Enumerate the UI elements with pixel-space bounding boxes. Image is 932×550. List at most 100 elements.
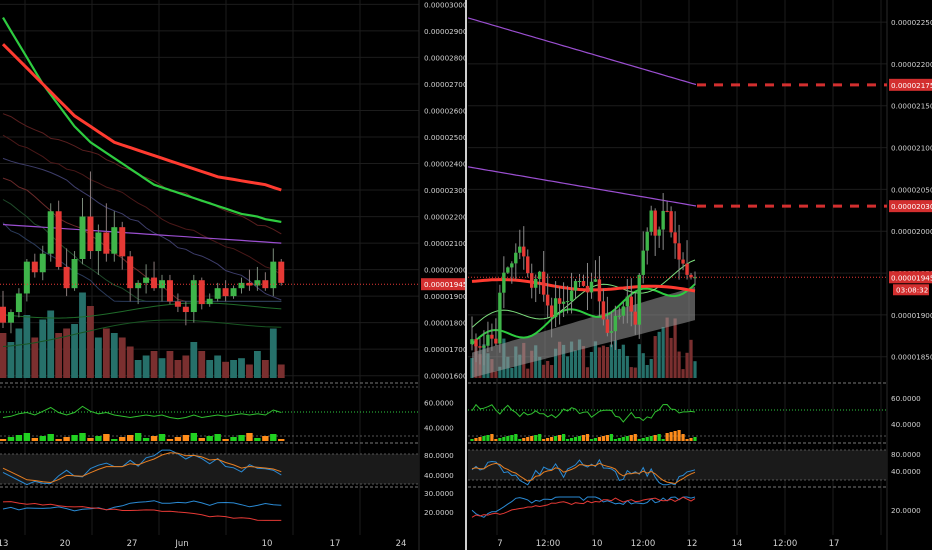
x-tick-label: 10: [592, 539, 603, 549]
stoch-band: [0, 454, 419, 484]
volume-bar: [470, 358, 474, 378]
histogram-bar: [470, 439, 474, 441]
histogram-bar: [546, 438, 550, 441]
volume-bar: [222, 361, 229, 378]
histogram-bar: [510, 435, 514, 441]
volume-bar: [15, 328, 23, 378]
y-tick-label: 0.00002050: [891, 185, 932, 194]
histogram-bar: [669, 432, 673, 441]
candle-body: [190, 280, 197, 313]
level-tag: [889, 200, 932, 213]
histogram-bar: [534, 435, 538, 441]
x-tick-label: 12:00: [773, 539, 798, 549]
volume-bar: [498, 366, 502, 378]
candle-body: [166, 280, 173, 302]
candle-body: [55, 211, 62, 267]
volume-bar: [214, 355, 222, 378]
volume-bar: [653, 336, 657, 378]
histogram-bar: [569, 438, 574, 441]
candle-body: [677, 243, 681, 260]
x-tick-label: Jun: [174, 539, 188, 549]
volume-bar: [0, 333, 7, 378]
left-chart-panel[interactable]: 0.00003000 0.00002900 0.00002800 0.00002700…: [0, 0, 468, 550]
y-tick-label: 0.00002150: [891, 102, 932, 111]
candle-body: [673, 232, 677, 244]
y-tick-label: 0.00002000: [424, 266, 468, 275]
candle-body: [111, 227, 118, 254]
volume-bar: [246, 364, 253, 378]
histogram-bar: [565, 439, 570, 441]
histogram-bar: [158, 434, 166, 441]
ema-purple-upper-line: [467, 17, 697, 86]
candle-body: [681, 259, 685, 264]
histogram-bar: [542, 439, 546, 441]
volume-bar: [190, 342, 198, 378]
candle-body: [581, 281, 586, 286]
candle-body: [23, 261, 30, 294]
volume-bar: [277, 364, 285, 378]
histogram-bar: [474, 438, 478, 441]
volume-bar: [230, 360, 237, 378]
x-tick-label: 13: [0, 539, 8, 549]
candle-body: [182, 306, 189, 313]
volume-bar: [581, 346, 586, 378]
candle-body: [661, 210, 665, 230]
candle-body: [557, 298, 562, 304]
dmi-plus-line: [471, 496, 696, 518]
histogram-bar: [526, 437, 530, 441]
dmi-minus-line: [471, 496, 696, 518]
level-tag-label: 0.00002175: [891, 81, 932, 90]
histogram-bar: [478, 437, 482, 441]
moving-average-faint: [2, 134, 282, 276]
right-chart-panel[interactable]: 0.00002250 0.00002200 0.00002150 0.00002100…: [467, 0, 932, 550]
y-tick-label: 0.00002500: [424, 133, 468, 142]
histogram-bar: [71, 435, 78, 441]
candle-body: [526, 256, 530, 274]
histogram-bar: [665, 433, 669, 441]
moving-average-faint: [2, 157, 282, 301]
y-tick-label: 0.00002250: [891, 18, 932, 27]
histogram-bar: [0, 439, 7, 441]
candle-body: [47, 211, 54, 254]
candle-body: [498, 292, 502, 344]
histogram-bar: [230, 437, 237, 441]
histogram-bar: [63, 437, 70, 441]
candle-body: [270, 261, 277, 289]
histogram-bar: [134, 433, 142, 441]
stoch-tick-label: 40.0000: [424, 471, 454, 480]
volume-bar: [518, 354, 522, 378]
candle-body: [87, 216, 94, 252]
stoch-d-line: [471, 462, 696, 485]
x-tick-label: 27: [127, 539, 138, 549]
countdown-label: 03:08:32: [896, 285, 928, 294]
histogram-bar: [645, 437, 649, 441]
y-tick-label: 0.00002100: [424, 239, 468, 248]
volume-bar: [198, 351, 206, 378]
histogram-bar: [621, 437, 625, 441]
volume-bar: [142, 355, 150, 378]
candle-body: [510, 263, 514, 268]
volume-bar: [87, 306, 94, 378]
volume-bar: [542, 364, 546, 378]
stoch-d-line: [2, 452, 282, 484]
histogram-bar: [47, 434, 54, 441]
candle-body: [7, 312, 14, 323]
y-tick-label: 0.00001900: [424, 292, 468, 301]
x-tick-label: 7: [497, 539, 502, 549]
candle-body: [206, 298, 213, 305]
histogram-bar: [605, 435, 609, 441]
volume-bar: [573, 350, 578, 378]
candle-body: [482, 345, 486, 348]
candle-body: [585, 285, 590, 293]
histogram-bar: [486, 435, 490, 441]
volume-bar: [645, 364, 649, 378]
volume-bar: [71, 324, 78, 378]
dmi-plus-line: [2, 500, 282, 512]
histogram-bar: [150, 436, 158, 441]
volume-bar: [677, 351, 681, 378]
countdown-tag: [893, 284, 929, 296]
volume-bar: [126, 346, 134, 378]
volume-bar: [7, 342, 15, 378]
volume-bar: [569, 341, 574, 378]
support-line: [2, 302, 282, 319]
